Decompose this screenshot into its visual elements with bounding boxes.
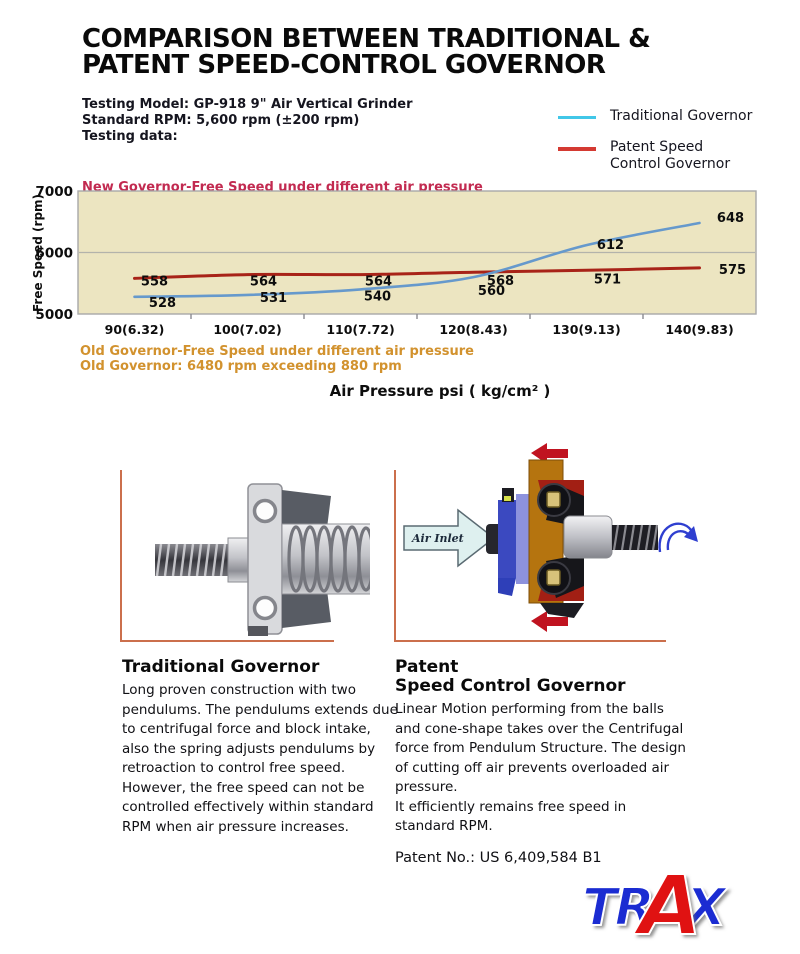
patent-number: Patent No.: US 6,409,584 B1 <box>395 849 602 866</box>
page-title-line2: PATENT SPEED-CONTROL GOVERNOR <box>82 50 606 80</box>
data-label-patent: 564 <box>250 275 277 290</box>
data-label-traditional: 540 <box>364 289 391 304</box>
flange-plate <box>247 483 283 636</box>
patent-line-swatch <box>558 147 596 151</box>
traditional-line-swatch <box>558 116 596 119</box>
data-label-patent: 568 <box>487 274 514 289</box>
x-tick-label: 100(7.02) <box>213 322 281 337</box>
data-label-patent: 558 <box>141 274 168 289</box>
testing-model: Testing Model: GP-918 9" Air Vertical Gr… <box>82 97 413 112</box>
flange-hole-bottom <box>252 595 278 621</box>
logo-letter-r: R <box>613 878 655 938</box>
red-arrow-top <box>531 443 568 464</box>
threaded-shaft <box>155 537 249 583</box>
legend-label-patent: Patent Speed Control Governor <box>610 139 731 172</box>
patent-governor-illustration: Air Inlet <box>403 443 698 632</box>
y-axis-label: Free Speed (rpm) <box>31 194 45 312</box>
bearing-bottom <box>537 554 584 618</box>
x-tick-label: 140(9.83) <box>665 322 733 337</box>
data-label-patent: 571 <box>594 272 621 287</box>
old-governor-line2: Old Governor: 6480 rpm exceeding 880 rpm <box>80 359 402 374</box>
spring-body <box>281 523 370 595</box>
traditional-heading: Traditional Governor <box>122 657 320 677</box>
data-label-traditional: 560 <box>478 284 505 299</box>
old-governor-line1: Old Governor-Free Speed under different … <box>80 344 474 359</box>
data-label-patent: 564 <box>365 275 392 290</box>
output-shaft <box>563 515 659 559</box>
legend-row-traditional: Traditional Governor <box>554 108 800 125</box>
page-title-line1: COMPARISON BETWEEN TRADITIONAL & <box>82 24 651 54</box>
x-tick-label: 90(6.32) <box>105 322 165 337</box>
traditional-body: Long proven construction with two pendul… <box>122 682 403 835</box>
y-tick-label: 6000 <box>35 246 73 262</box>
air-inlet-label: Air Inlet <box>411 532 464 545</box>
legend-label-traditional: Traditional Governor <box>610 108 753 124</box>
y-tick-label: 5000 <box>35 307 73 323</box>
logo-letter-x: X <box>685 878 727 938</box>
data-label-patent: 575 <box>719 263 746 278</box>
logo-letter-a: A <box>638 859 704 954</box>
rotation-arrow <box>658 522 698 553</box>
data-label-traditional: 648 <box>717 211 744 226</box>
trax-logo: T R A X <box>581 865 727 949</box>
patent-heading: Patent Speed Control Governor <box>395 657 626 696</box>
spring-coils <box>287 525 370 593</box>
x-axis-title: Air Pressure psi ( kg/cm² ) <box>329 382 551 400</box>
data-label-traditional: 612 <box>597 238 624 253</box>
ball-bottom <box>546 569 561 586</box>
data-label-traditional: 528 <box>149 296 176 311</box>
section-traditional: Traditional Governor Long proven constru… <box>122 658 400 837</box>
red-arrow-bottom <box>531 611 568 632</box>
page-title: COMPARISON BETWEEN TRADITIONAL & PATENT … <box>82 24 651 80</box>
flange-hole-top <box>252 498 278 524</box>
testing-data-label: Testing data: <box>82 129 178 144</box>
series-line-patent <box>133 266 701 280</box>
logo-letter-t: T <box>581 878 619 938</box>
free-speed-chart: 5000 6000 7000 Free Speed (rpm) 90(6.32) 100(… <box>28 184 780 346</box>
pendulum-bottom <box>282 590 331 628</box>
patent-diagram-frame <box>394 470 666 642</box>
x-tick-label: 110(7.72) <box>326 322 394 337</box>
air-inlet-arrow: Air Inlet <box>403 508 496 568</box>
pendulum-top <box>282 490 331 528</box>
x-tick-label: 130(9.13) <box>552 322 620 337</box>
test-info: Testing Model: GP-918 9" Air Vertical Gr… <box>82 97 412 145</box>
patent-body: Linear Motion performing from the balls … <box>395 701 686 834</box>
y-tick-label: 7000 <box>35 184 73 200</box>
data-label-traditional: 531 <box>260 291 287 306</box>
traditional-diagram-frame <box>120 470 334 642</box>
old-governor-note: Old Governor-Free Speed under different … <box>80 344 474 374</box>
ball-top <box>546 491 561 508</box>
section-patent: Patent Speed Control Governor Linear Mot… <box>395 658 687 866</box>
legend-row-patent: Patent Speed Control Governor <box>554 139 800 173</box>
chart-legend: Traditional Governor Patent Speed Contro… <box>554 108 800 187</box>
series-line-traditional <box>133 221 701 299</box>
standard-rpm: Standard RPM: 5,600 rpm (±200 rpm) <box>82 113 360 128</box>
x-tick-label: 120(8.43) <box>439 322 507 337</box>
traditional-governor-illustration <box>155 483 370 636</box>
